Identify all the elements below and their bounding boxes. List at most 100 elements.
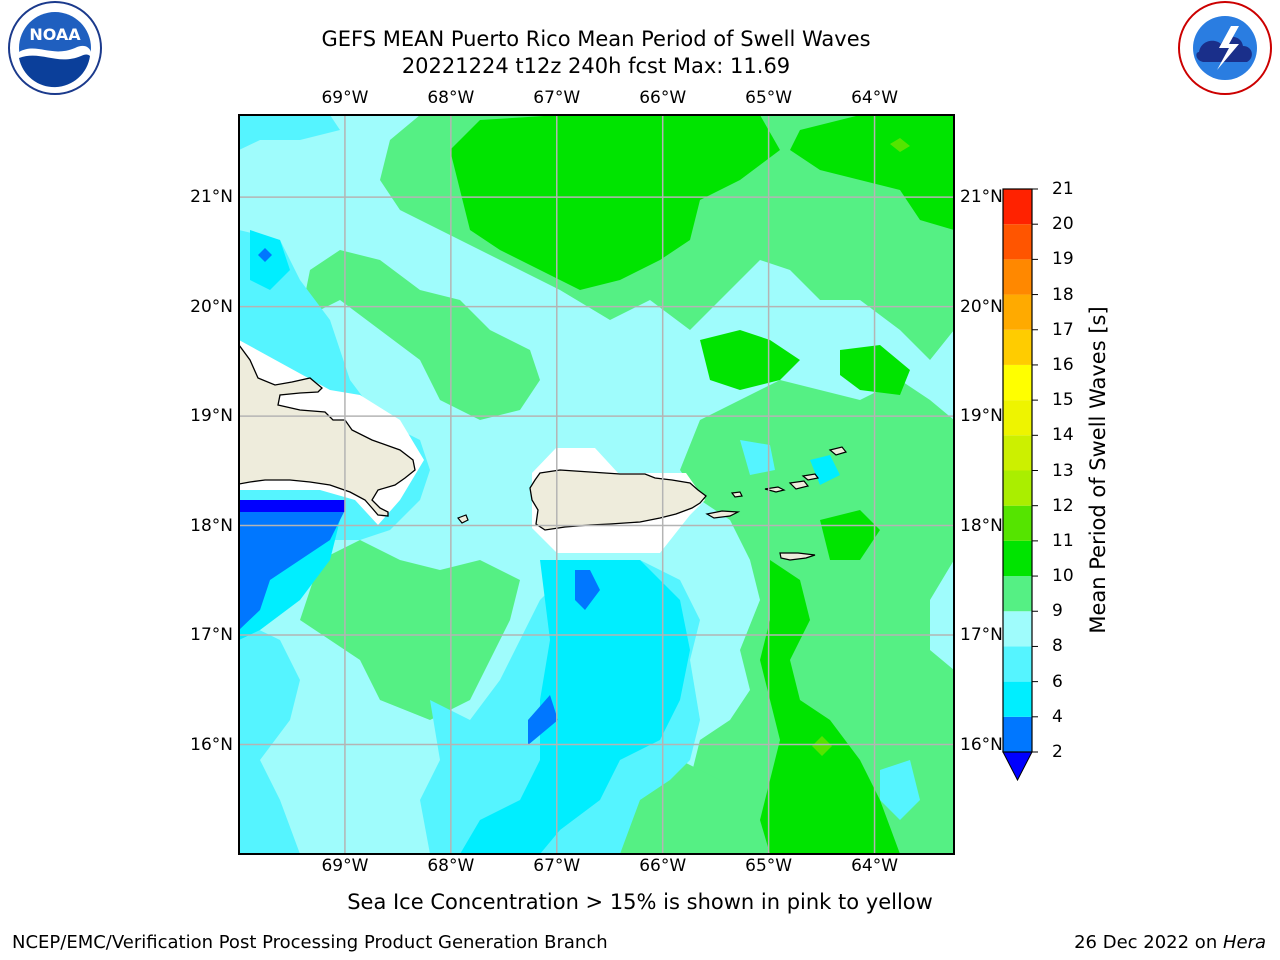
- colorbar-tick-label: 20: [1052, 214, 1074, 235]
- footer-date-text: 26 Dec 2022 on: [1074, 932, 1223, 953]
- colorbar-bin: [1003, 470, 1032, 506]
- land-vieques: [705, 510, 741, 519]
- contour-11-12-spot2: [890, 138, 910, 152]
- lat-tick-label-left: 20°N: [190, 296, 233, 317]
- colorbar-bin: [1003, 224, 1032, 260]
- colorbar-bin: [1003, 364, 1032, 401]
- colorbar-bin: [1003, 329, 1032, 365]
- contour-9-10-west: [300, 250, 540, 420]
- colorbar-tick-label: 16: [1052, 354, 1074, 375]
- lat-tick-label-left: 19°N: [190, 406, 233, 427]
- lat-tick-label-right: 17°N: [960, 625, 1003, 646]
- colorbar-tick-label: 21: [1052, 179, 1074, 199]
- contour-6-8-top: [239, 115, 340, 150]
- land-st-croix: [779, 552, 816, 561]
- colorbar-tick-label: 17: [1052, 319, 1074, 340]
- colorbar-tick-label: 11: [1052, 530, 1074, 551]
- lon-tick-label-top: 64°W: [851, 88, 899, 108]
- lon-tick-label-bot: 68°W: [427, 856, 475, 876]
- swell-period-field: [239, 115, 954, 854]
- footer-date: 26 Dec 2022 on Hera: [1074, 932, 1266, 953]
- colorbar-tick-label: 2: [1052, 742, 1063, 762]
- colorbar-tick-label: 19: [1052, 249, 1074, 270]
- footer-credit: NCEP/EMC/Verification Post Processing Pr…: [12, 932, 608, 953]
- colorbar-bin: [1003, 716, 1032, 752]
- contour-10-11-north: [450, 115, 780, 290]
- lon-tick-label-top: 69°W: [321, 88, 369, 108]
- colorbar-bin: [1003, 646, 1032, 682]
- contour-0-2-west: [239, 500, 345, 512]
- colorbar-tick-label: 4: [1052, 706, 1063, 727]
- contour-2-4-west: [239, 510, 345, 630]
- lat-tick-label-right: 21°N: [960, 187, 1003, 208]
- graticule: [239, 115, 954, 854]
- contour-4-6-nw: [250, 230, 290, 290]
- contour-2-4-south2: [528, 695, 558, 745]
- contour-9-10-east: [680, 380, 954, 854]
- colorbar-bin: [1003, 259, 1032, 295]
- colorbar-bin: [1003, 189, 1032, 225]
- lon-tick-label-bot: 64°W: [851, 856, 899, 876]
- colorbar-bin: [1003, 505, 1032, 541]
- land-anegada: [828, 446, 848, 456]
- colorbar-tick-label: 14: [1052, 425, 1074, 446]
- colorbar-tick-label: 9: [1052, 601, 1063, 622]
- noaa-logo: NOAA: [8, 1, 102, 95]
- colorbar-bin: [1003, 576, 1032, 612]
- chart-subtitle: 20221224 t12z 240h fcst Max: 11.69: [401, 54, 791, 78]
- lon-tick-label-top: 66°W: [639, 88, 687, 108]
- colorbar-bin: [1003, 681, 1032, 717]
- lon-tick-label-top: 68°W: [427, 88, 475, 108]
- noaa-logo-text: NOAA: [29, 25, 81, 44]
- lon-tick-label-top: 67°W: [533, 88, 581, 108]
- colorbar-tick-label: 15: [1052, 390, 1074, 411]
- colorbar-label: Mean Period of Swell Waves [s]: [1086, 306, 1110, 634]
- colorbar-tick-label: 13: [1052, 460, 1074, 481]
- colorbar-bin: [1003, 294, 1032, 330]
- lon-tick-label-top: 65°W: [745, 88, 793, 108]
- contour-11-12-spot: [812, 736, 832, 756]
- lat-tick-label-left: 16°N: [190, 734, 233, 755]
- lat-tick-label-right: 20°N: [960, 296, 1003, 317]
- land-mona: [457, 514, 469, 524]
- contour-6-8-east-patch: [880, 760, 920, 820]
- lat-tick-label-right: 16°N: [960, 734, 1003, 755]
- contour-2-4-south: [575, 570, 600, 610]
- land-culebra: [730, 491, 743, 498]
- land-hispaniola: [239, 343, 416, 517]
- colorbar-tick-label: 18: [1052, 284, 1074, 305]
- chart-title: GEFS MEAN Puerto Rico Mean Period of Swe…: [321, 27, 871, 51]
- lat-tick-label-left: 18°N: [190, 515, 233, 536]
- colorbar-tick-label: 6: [1052, 671, 1063, 692]
- map-plot-area: [238, 114, 955, 855]
- contour-10-11-east: [820, 510, 880, 560]
- sea-ice-note: Sea Ice Concentration > 15% is shown in …: [347, 890, 933, 914]
- colorbar-tick-label: 8: [1052, 636, 1063, 657]
- footer-host: Hera: [1222, 932, 1266, 953]
- lon-tick-label-bot: 65°W: [745, 856, 793, 876]
- colorbar-extend-min: [1002, 751, 1033, 782]
- map-frame: [238, 114, 955, 855]
- contour-6-8-mid: [740, 440, 775, 475]
- lon-tick-label-bot: 66°W: [639, 856, 687, 876]
- colorbar: [1002, 188, 1038, 782]
- lat-tick-label-left: 17°N: [190, 625, 233, 646]
- lat-tick-label-left: 21°N: [190, 187, 233, 208]
- colorbar-bin: [1003, 611, 1032, 647]
- colorbar-bin: [1003, 540, 1032, 577]
- colorbar-tick-label: 10: [1052, 566, 1074, 587]
- contour-2-4-nw-dot: [258, 248, 272, 262]
- lat-tick-label-right: 19°N: [960, 406, 1003, 427]
- contour-9-10-south: [300, 540, 520, 720]
- lon-tick-label-bot: 69°W: [321, 856, 369, 876]
- land-virgin-islands-2: [788, 480, 810, 490]
- nws-logo: [1178, 1, 1272, 95]
- colorbar-tick-label: 12: [1052, 495, 1074, 516]
- contour-10-11-south: [760, 560, 900, 854]
- colorbar-bin: [1003, 400, 1032, 436]
- contour-4-6-south: [460, 560, 690, 854]
- contour-6-8-south-west: [239, 620, 300, 854]
- contour-10-11-ne: [790, 115, 954, 230]
- land-virgin-islands-1: [764, 486, 786, 493]
